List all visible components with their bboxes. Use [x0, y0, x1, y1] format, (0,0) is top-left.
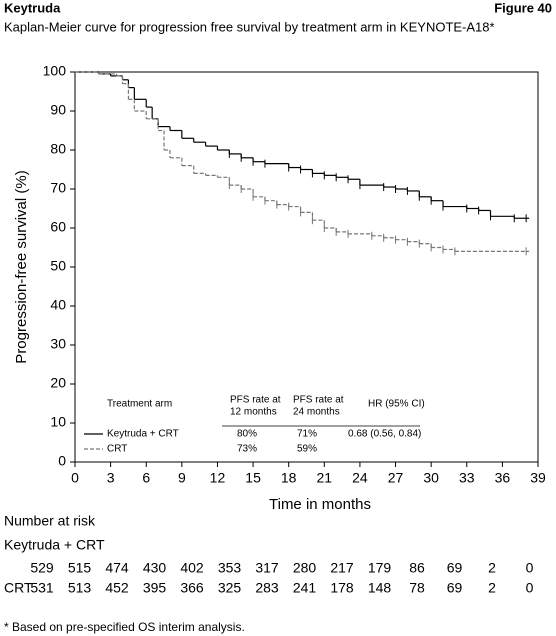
risk-value: 78 [409, 580, 425, 596]
y-tick-label: 90 [50, 102, 66, 118]
y-tick-label: 30 [50, 336, 66, 352]
y-tick-label: 60 [50, 219, 66, 235]
risk-value: 353 [218, 560, 242, 576]
x-tick-label: 24 [352, 470, 368, 486]
y-tick-label: 20 [50, 375, 66, 391]
y-tick-label: 10 [50, 414, 66, 430]
y-tick-label: 80 [50, 141, 66, 157]
x-tick-label: 15 [245, 470, 261, 486]
x-tick-label: 9 [178, 470, 186, 486]
y-tick-label: 0 [58, 453, 66, 469]
risk-value: 402 [180, 560, 204, 576]
x-tick-label: 0 [71, 470, 79, 486]
x-tick-label: 12 [210, 470, 226, 486]
y-tick-label: 50 [50, 258, 66, 274]
risk-value: 515 [68, 560, 92, 576]
table-cell: 71% [297, 429, 317, 440]
legend-label: Keytruda + CRT [107, 429, 179, 440]
x-tick-label: 21 [317, 470, 333, 486]
x-tick-label: 30 [423, 470, 439, 486]
risk-value: 0 [526, 560, 534, 576]
x-tick-label: 36 [495, 470, 511, 486]
table-header: PFS rate at [230, 395, 281, 406]
table-cell: 0.68 (0.56, 0.84) [348, 429, 421, 440]
risk-title: Number at risk [4, 513, 96, 529]
risk-value: 179 [368, 560, 392, 576]
risk-value: 513 [68, 580, 92, 596]
risk-value: 69 [447, 560, 463, 576]
risk-value: 283 [255, 580, 279, 596]
x-tick-label: 6 [142, 470, 150, 486]
y-tick-label: 70 [50, 180, 66, 196]
table-cell: 80% [237, 429, 257, 440]
x-tick-label: 33 [459, 470, 475, 486]
x-tick-label: 3 [107, 470, 115, 486]
risk-value: 178 [330, 580, 354, 596]
footnote: * Based on pre-specified OS interim anal… [4, 620, 245, 634]
risk-value: 2 [488, 560, 496, 576]
risk-value: 317 [255, 560, 279, 576]
chart-title: Kaplan-Meier curve for progression free … [4, 19, 495, 34]
risk-row-name: Keytruda + CRT [4, 537, 105, 553]
risk-value: 325 [218, 580, 242, 596]
risk-value: 0 [526, 580, 534, 596]
x-tick-label: 27 [388, 470, 404, 486]
risk-value: 241 [293, 580, 317, 596]
table-header: Treatment arm [107, 399, 172, 410]
legend-label: CRT [107, 444, 127, 455]
table-header: HR (95% CI) [368, 399, 425, 410]
risk-value: 452 [105, 580, 129, 596]
header-title: Keytruda [4, 0, 61, 15]
table-cell: 59% [297, 444, 317, 455]
y-tick-label: 100 [43, 63, 67, 79]
x-tick-label: 39 [530, 470, 546, 486]
risk-value: 148 [368, 580, 392, 596]
table-header: PFS rate at [293, 395, 344, 406]
table-cell: 73% [237, 444, 257, 455]
risk-value: 430 [143, 560, 167, 576]
risk-value: 366 [180, 580, 204, 596]
y-axis-label: Progression-free survival (%) [13, 170, 30, 363]
risk-value: 2 [488, 580, 496, 596]
table-header: 24 months [293, 407, 340, 418]
risk-value: 531 [30, 580, 54, 596]
risk-value: 280 [293, 560, 317, 576]
x-tick-label: 18 [281, 470, 297, 486]
risk-row-name: CRT [4, 580, 33, 596]
risk-value: 395 [143, 580, 167, 596]
y-tick-label: 40 [50, 297, 66, 313]
risk-value: 529 [30, 560, 54, 576]
x-axis-label: Time in months [269, 496, 371, 513]
risk-value: 86 [409, 560, 425, 576]
table-header: 12 months [230, 407, 277, 418]
figure-label: Figure 40 [494, 0, 552, 15]
risk-value: 69 [447, 580, 463, 596]
risk-value: 474 [105, 560, 129, 576]
risk-value: 217 [330, 560, 354, 576]
